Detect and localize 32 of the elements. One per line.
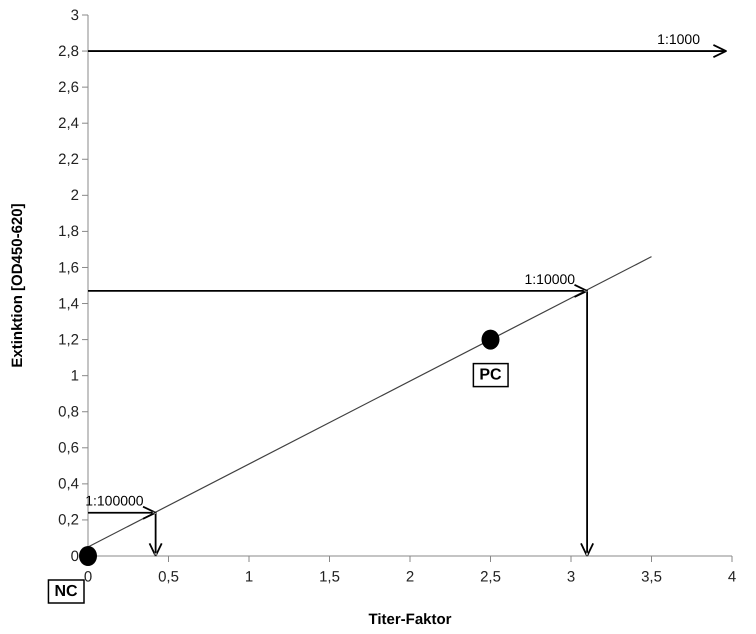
y-tick-label: 0,8	[58, 404, 79, 421]
x-tick-label: 1	[244, 568, 254, 586]
y-tick-label: 2	[70, 187, 79, 204]
annotation: 1:1000	[657, 31, 700, 48]
x-tick-label: 2	[406, 568, 414, 586]
y-tick-label: 2,4	[58, 115, 79, 132]
y-tick-label: 1	[70, 367, 79, 384]
y-tick-label: 2,2	[58, 151, 79, 168]
x-tick-label: 0	[84, 568, 92, 586]
y-tick-label: 2,6	[58, 78, 79, 96]
y-tick-label: 0	[70, 548, 79, 565]
y-tick-label: 0,2	[58, 512, 79, 529]
y-axis-title: Extinktion [OD450-620]	[9, 203, 26, 368]
y-tick-label: 1,8	[58, 223, 79, 240]
x-tick-label: 3,5	[641, 568, 662, 586]
x-tick-label: 0,5	[158, 568, 179, 586]
annotation: 1:100000	[85, 492, 144, 509]
y-tick-label: 2,8	[58, 42, 79, 60]
annotation: PC	[479, 366, 502, 384]
x-axis-title: Titer-Faktor	[368, 611, 452, 628]
x-tick-label: 4	[728, 568, 736, 586]
y-tick-label: 1,2	[58, 331, 79, 348]
x-tick-label: 3	[566, 568, 576, 586]
y-tick-label: 3	[70, 6, 79, 24]
y-tick-label: 0,6	[58, 440, 79, 457]
y-tick-label: 1,4	[58, 295, 79, 312]
y-tick-label: 0,4	[58, 476, 79, 493]
x-tick-label: 1,5	[319, 568, 340, 586]
y-tick-label: 1,6	[58, 259, 79, 276]
annotation: NC	[54, 583, 78, 600]
annotation: 1:10000	[524, 270, 576, 287]
x-tick-label: 2,5	[480, 568, 501, 586]
